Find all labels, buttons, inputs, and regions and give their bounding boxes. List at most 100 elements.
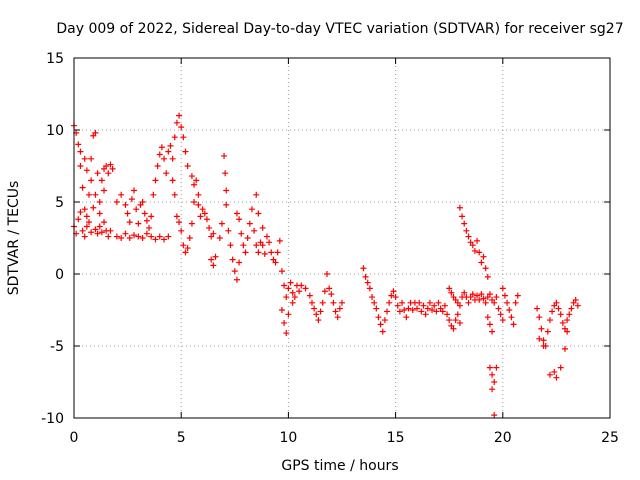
data-point (221, 152, 228, 159)
data-point (510, 321, 517, 328)
data-point (240, 242, 247, 249)
data-point (403, 314, 410, 321)
data-point (409, 307, 416, 313)
data-point (233, 210, 240, 217)
data-point (77, 209, 84, 216)
data-point (199, 206, 206, 213)
data-point (289, 299, 296, 306)
data-point (336, 305, 343, 312)
data-point (418, 308, 425, 315)
data-point (233, 276, 240, 283)
data-point (480, 253, 487, 260)
data-point (381, 317, 388, 324)
data-point (206, 224, 213, 231)
data-point (169, 177, 176, 184)
data-point (364, 279, 371, 286)
data-point (536, 314, 543, 321)
data-point (259, 242, 266, 249)
x-tick-label: 10 (279, 430, 297, 446)
data-point (484, 273, 491, 280)
data-point (101, 219, 108, 226)
data-point (236, 259, 243, 266)
x-tick-label: 5 (177, 430, 186, 446)
data-point (471, 247, 478, 254)
data-point (255, 249, 262, 256)
data-point (366, 285, 373, 292)
data-point (553, 374, 560, 381)
data-point (118, 235, 125, 241)
data-point (469, 242, 476, 249)
data-point (501, 292, 508, 299)
data-point (242, 249, 249, 256)
data-point (504, 299, 511, 306)
data-point (486, 291, 493, 298)
data-point (540, 337, 547, 344)
data-point (135, 220, 142, 227)
data-point (439, 308, 446, 315)
data-point (165, 233, 172, 240)
x-tick-label: 25 (601, 430, 619, 446)
data-point (330, 299, 337, 306)
data-point (92, 226, 99, 233)
data-point (546, 317, 553, 324)
data-point (212, 253, 219, 260)
data-point (386, 299, 393, 306)
data-points (71, 112, 581, 419)
data-point (105, 233, 112, 240)
data-point (208, 256, 215, 263)
data-point (107, 161, 114, 168)
data-point (456, 319, 463, 326)
data-point (246, 220, 253, 227)
data-point (499, 285, 506, 292)
data-point (171, 191, 178, 198)
data-point (173, 119, 180, 126)
data-point (178, 124, 185, 131)
data-point (369, 294, 376, 301)
data-point (283, 294, 290, 301)
data-point (566, 311, 573, 318)
data-point (317, 308, 324, 315)
data-point (141, 210, 148, 217)
data-point (555, 305, 562, 312)
data-point (285, 311, 292, 318)
data-point (463, 227, 470, 234)
data-point (253, 191, 260, 198)
data-point (152, 177, 159, 184)
grid (74, 58, 610, 418)
data-point (253, 242, 260, 249)
y-tick-label: 5 (55, 195, 64, 211)
data-point (139, 235, 146, 241)
x-axis-label: GPS time / hours (281, 458, 398, 474)
data-point (113, 199, 120, 205)
data-point (126, 235, 133, 241)
data-point (482, 299, 489, 306)
data-point (441, 302, 448, 309)
data-point (491, 379, 498, 385)
data-point (321, 288, 328, 295)
data-point (81, 233, 88, 240)
data-point (420, 302, 427, 309)
data-point (188, 173, 195, 180)
data-point (401, 307, 408, 313)
data-point (512, 299, 519, 306)
data-point (195, 191, 202, 198)
data-point (118, 191, 125, 198)
data-point (176, 112, 183, 119)
data-point (493, 294, 500, 301)
data-point (493, 364, 500, 371)
data-point (491, 412, 498, 419)
data-point (96, 210, 103, 217)
data-point (296, 288, 303, 295)
data-point (122, 201, 129, 208)
data-point (156, 151, 163, 158)
data-point (77, 148, 84, 155)
data-point (268, 249, 275, 256)
data-point (572, 296, 579, 303)
data-point (514, 292, 521, 299)
data-point (431, 302, 438, 309)
data-point (182, 148, 189, 155)
data-point (148, 233, 155, 240)
data-point (360, 265, 367, 272)
data-point (96, 223, 103, 230)
